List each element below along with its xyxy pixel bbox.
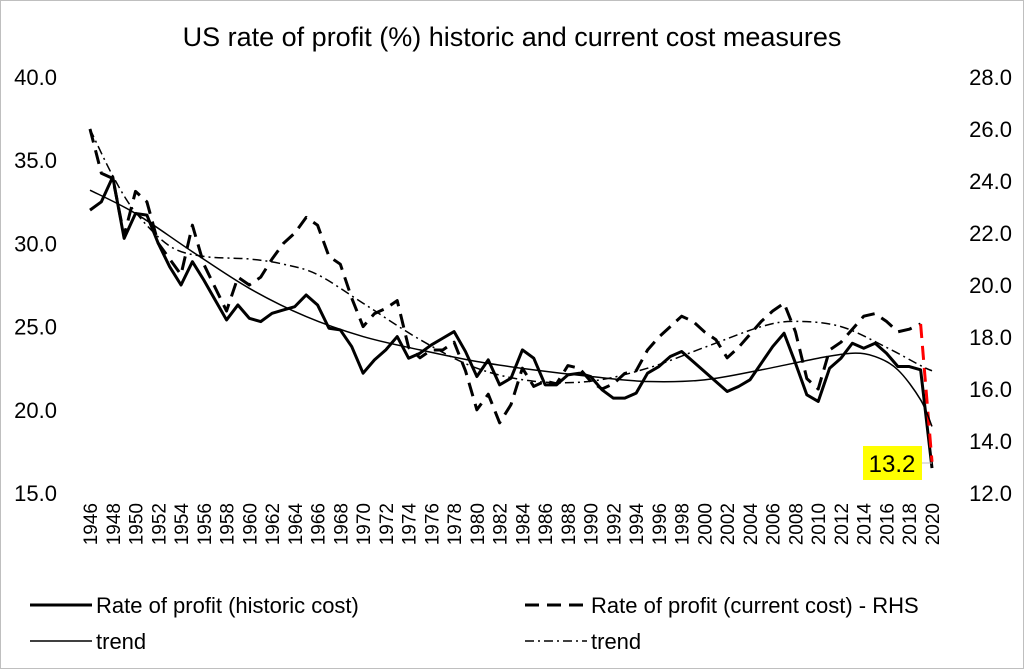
right-y-tick-label: 26.0	[969, 117, 1012, 142]
x-tick-label: 1960	[240, 503, 261, 545]
x-tick-label: 1956	[195, 503, 216, 545]
legend-label: trend	[96, 629, 146, 654]
x-tick-label: 1968	[331, 503, 352, 545]
x-tick-label: 1980	[468, 503, 489, 545]
right-y-axis: 12.0 14.0 16.0 18.0 20.0 22.0 24.0 26.0 28.0	[969, 65, 1012, 506]
series-line-trend-left	[89, 189, 933, 427]
x-tick-label: 1994	[627, 503, 648, 546]
chart-title: US rate of profit (%) historic and curre…	[183, 22, 842, 52]
right-y-tick-label: 18.0	[969, 325, 1012, 350]
x-tick-label: 2002	[718, 503, 739, 545]
x-tick-label: 1948	[104, 503, 125, 545]
left-y-tick-label: 15.0	[14, 481, 57, 506]
x-tick-label: 1990	[582, 503, 603, 545]
x-tick-label: 1986	[536, 503, 557, 545]
x-tick-label: 2020	[923, 503, 944, 545]
x-tick-label: 1978	[445, 503, 466, 545]
x-tick-label: 2018	[900, 503, 921, 545]
plot-area	[88, 128, 934, 469]
x-tick-label: 2006	[764, 503, 785, 545]
x-tick-label: 1962	[263, 503, 284, 545]
x-tick-label: 1972	[377, 503, 398, 545]
x-tick-label: 1984	[513, 503, 534, 546]
left-y-tick-label: 20.0	[14, 398, 57, 423]
right-y-tick-label: 28.0	[969, 65, 1012, 90]
x-tick-label: 1982	[491, 503, 512, 545]
x-tick-label: 2010	[809, 503, 830, 545]
annotation-box	[863, 446, 922, 480]
x-tick-label: 2016	[877, 503, 898, 545]
series-line-current-cost	[88, 128, 922, 425]
x-tick-label: 1966	[309, 503, 330, 545]
x-tick-label: 1988	[559, 503, 580, 545]
x-tick-label: 2008	[786, 503, 807, 545]
left-y-tick-label: 35.0	[14, 148, 57, 173]
x-tick-label: 1970	[354, 503, 375, 545]
annotation-label: 13.2	[869, 451, 916, 478]
right-y-tick-label: 22.0	[969, 221, 1012, 246]
right-y-tick-label: 16.0	[969, 377, 1012, 402]
x-tick-label: 1996	[650, 503, 671, 545]
annotation: 13.2	[863, 446, 932, 480]
right-y-tick-label: 24.0	[969, 169, 1012, 194]
x-tick-label: 1954	[172, 503, 193, 546]
left-y-tick-label: 40.0	[14, 65, 57, 90]
x-tick-label: 1958	[218, 503, 239, 545]
x-tick-label: 1992	[604, 503, 625, 545]
left-y-axis: 15.0 20.0 25.0 30.0 35.0 40.0	[14, 65, 57, 506]
x-tick-label: 1998	[673, 503, 694, 545]
series-line-current-cost-latest	[919, 323, 934, 462]
x-tick-label: 2000	[695, 503, 716, 545]
x-tick-label: 1952	[149, 503, 170, 545]
x-tick-label: 1976	[422, 503, 443, 545]
series-line-trend-right	[89, 128, 933, 384]
right-y-tick-label: 12.0	[969, 481, 1012, 506]
legend: Rate of profit (historic cost) Rate of pr…	[30, 593, 919, 654]
x-tick-label: 1964	[286, 503, 307, 546]
series-line-historic-cost	[89, 175, 934, 469]
right-y-tick-label: 14.0	[969, 429, 1012, 454]
x-tick-label: 1974	[400, 503, 421, 546]
x-tick-label: 1950	[127, 503, 148, 545]
x-axis: 1946 1948 1950 1952 1954 1956 1958 1960 1962 1964…	[81, 503, 944, 546]
legend-label: Rate of profit (current cost) - RHS	[591, 593, 919, 618]
legend-label: trend	[591, 629, 641, 654]
x-tick-label: 2012	[832, 503, 853, 545]
x-tick-label: 2014	[855, 503, 876, 546]
left-y-tick-label: 30.0	[14, 231, 57, 256]
x-tick-label: 2004	[741, 503, 762, 546]
x-tick-label: 1946	[81, 503, 102, 545]
left-y-tick-label: 25.0	[14, 315, 57, 340]
right-y-tick-label: 20.0	[969, 273, 1012, 298]
legend-label: Rate of profit (historic cost)	[96, 593, 359, 618]
